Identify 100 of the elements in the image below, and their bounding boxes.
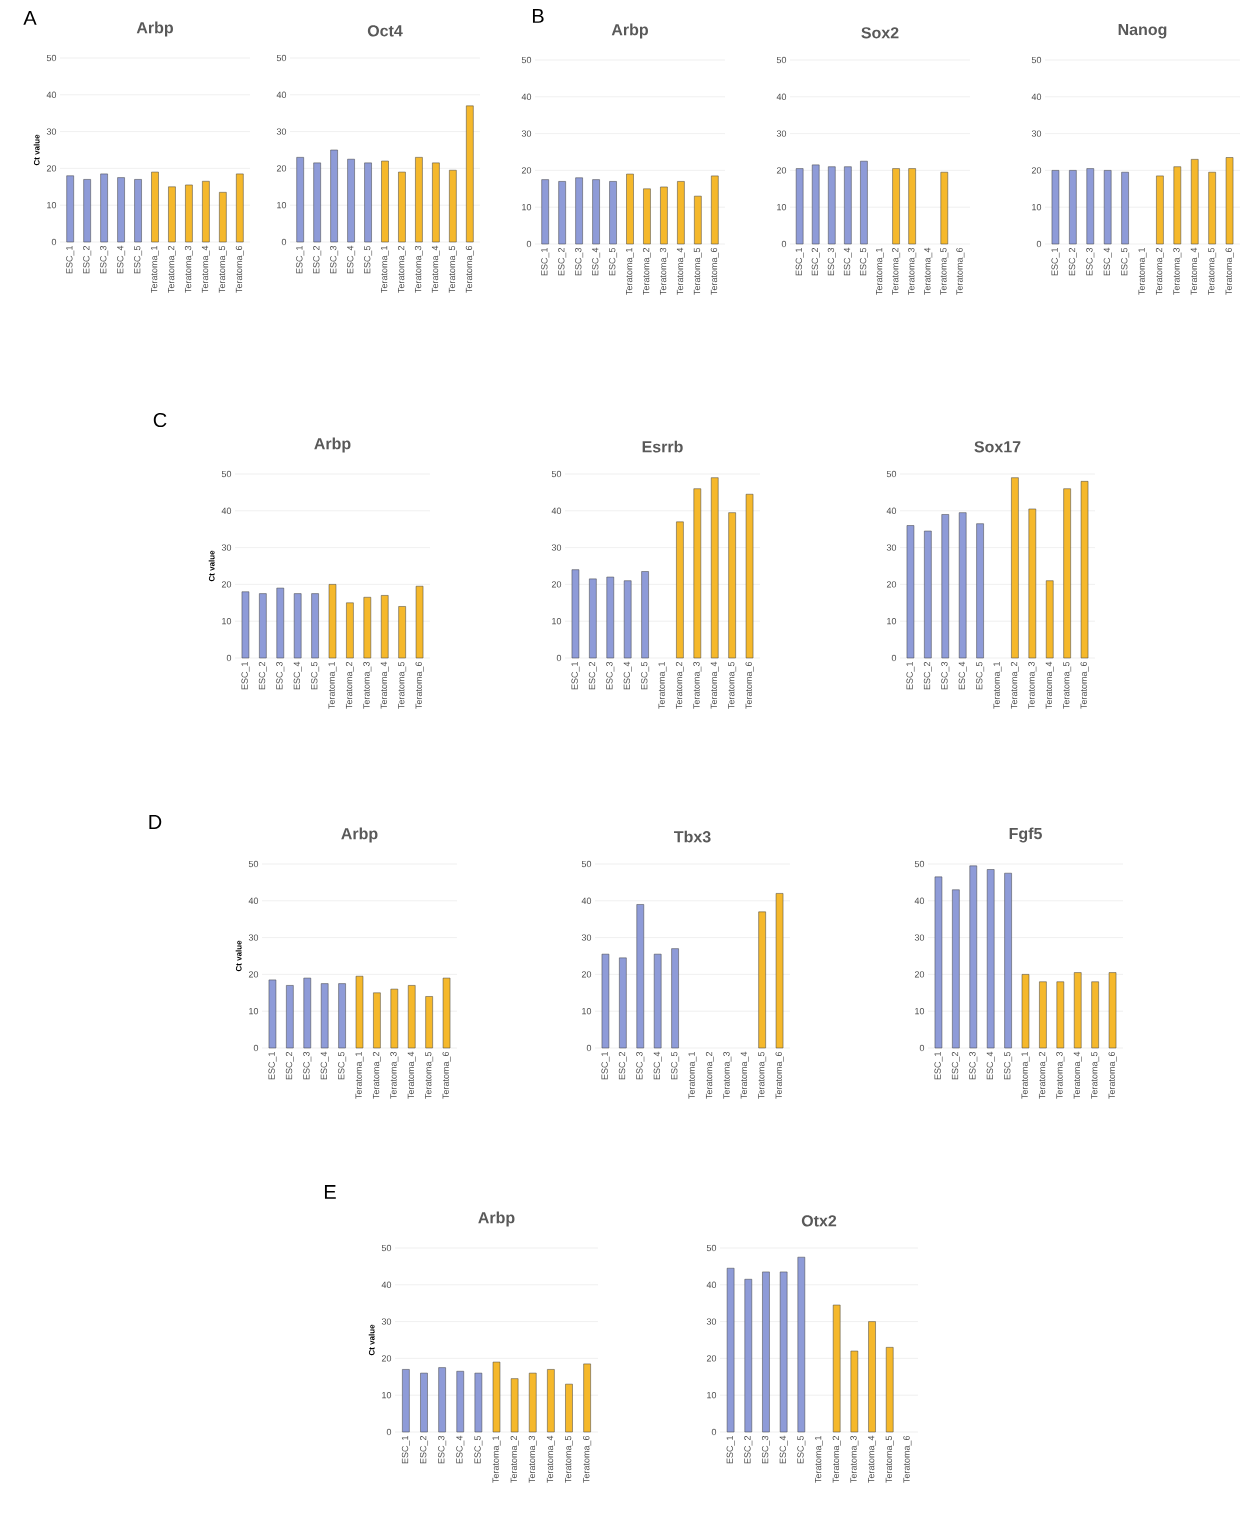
x-tick-label: ESC_5	[976, 661, 985, 690]
x-tick-label: ESC_1	[296, 245, 305, 274]
bar	[636, 904, 645, 1049]
x-tick-label: ESC_2	[923, 661, 932, 690]
y-tick-label: 20	[221, 581, 232, 588]
y-tick-label: 0	[556, 654, 562, 662]
y-tick-label: 50	[221, 470, 232, 478]
x-tick-label: ESC_1	[1051, 247, 1060, 276]
y-tick-label: 50	[776, 56, 787, 64]
x-tick-label: ESC_5	[474, 1435, 483, 1464]
x-tick-label: ESC_5	[608, 247, 618, 276]
chart-title: Arbp	[478, 1211, 515, 1227]
bar	[850, 1350, 859, 1433]
bar	[762, 1271, 770, 1433]
x-tick-label: Teratoma_3	[1173, 247, 1182, 295]
y-tick-label: 10	[915, 1008, 925, 1015]
bar	[185, 184, 193, 243]
bar	[728, 512, 736, 659]
x-tick-label: ESC_5	[859, 247, 868, 276]
x-tick-label: Teratoma_1	[815, 1435, 823, 1483]
x-tick-label: ESC_2	[419, 1435, 429, 1464]
x-tick-label: ESC_3	[1086, 247, 1095, 276]
bar	[134, 179, 142, 243]
bar	[1073, 972, 1082, 1049]
y-tick-label: 10	[1032, 204, 1042, 211]
y-tick-label: 10	[582, 1008, 592, 1015]
bar	[726, 1267, 735, 1433]
x-tick-label: Teratoma_6	[1108, 1051, 1117, 1099]
bar	[311, 593, 319, 659]
bar	[1208, 171, 1216, 245]
bar	[117, 177, 125, 243]
x-tick-label: ESC_3	[636, 1051, 645, 1080]
bar	[547, 1369, 555, 1433]
bar	[100, 173, 108, 243]
bar	[529, 1372, 537, 1433]
text: B	[532, 9, 544, 23]
bar	[558, 181, 566, 245]
bar	[1086, 168, 1095, 245]
chart-title: Oct4	[367, 25, 403, 37]
bar	[346, 602, 354, 659]
x-tick-label: Teratoma_2	[675, 661, 684, 709]
x-tick-label: ESC_1	[726, 1435, 735, 1464]
x-tick-label: ESC_1	[571, 661, 580, 690]
x-tick-label: ESC_2	[1068, 247, 1077, 276]
x-tick-label: ESC_2	[83, 245, 92, 274]
x-tick-label: ESC_1	[241, 661, 250, 690]
chart-title: Sox2	[861, 27, 899, 39]
x-tick-label: Teratoma_2	[1010, 661, 1019, 709]
bar	[958, 512, 967, 659]
x-tick-label: ESC_2	[588, 661, 597, 690]
x-tick-label: ESC_3	[761, 1435, 770, 1464]
bar	[241, 591, 250, 659]
x-tick-label: Teratoma_3	[528, 1435, 537, 1483]
y-tick-label: 10	[552, 618, 562, 625]
chart-title: Arbp	[611, 23, 648, 39]
bar	[775, 893, 784, 1049]
text: D	[149, 815, 162, 829]
bar	[711, 175, 719, 245]
bar	[466, 105, 474, 243]
bar	[795, 168, 804, 245]
x-tick-label: ESC_5	[363, 245, 373, 274]
x-tick-label: Teratoma_5	[728, 661, 737, 709]
y-tick-label: 20	[551, 581, 562, 588]
bar	[415, 585, 424, 659]
bar	[952, 889, 960, 1049]
x-tick-label: ESC_1	[601, 1051, 610, 1080]
x-tick-label: ESC_2	[285, 1051, 294, 1080]
y-tick-label: 50	[551, 470, 562, 478]
text: A	[23, 11, 37, 25]
bar	[592, 179, 600, 245]
x-tick-label: Teratoma_5	[218, 245, 227, 293]
y-tick-label: 20	[521, 167, 532, 174]
text: C	[153, 412, 167, 428]
bar	[1173, 166, 1182, 245]
x-tick-label: ESC_3	[100, 245, 109, 274]
bar	[1091, 981, 1099, 1049]
chart-title: Otx2	[801, 1215, 837, 1227]
bar	[1028, 508, 1037, 659]
y-axis-title: Ct value	[368, 1324, 375, 1356]
bar	[601, 953, 610, 1049]
y-tick-label: 0	[386, 1428, 392, 1436]
chart-title: Arbp	[341, 827, 378, 843]
bar	[1056, 981, 1065, 1049]
bar	[328, 584, 337, 659]
bar	[653, 953, 662, 1049]
x-tick-label: Teratoma_6	[465, 245, 474, 293]
bar	[676, 521, 684, 659]
chart-title: Tbx3	[674, 830, 711, 843]
x-tick-label: Teratoma_1	[328, 661, 337, 709]
y-tick-label: 0	[1036, 240, 1042, 248]
x-tick-label: ESC_2	[313, 245, 322, 274]
x-tick-label: Teratoma_1	[658, 661, 667, 709]
y-tick-label: 0	[891, 654, 897, 662]
bar	[1080, 481, 1089, 659]
chart-title: Esrrb	[642, 440, 683, 453]
y-tick-label: 30	[551, 544, 562, 551]
x-tick-label: ESC_1	[934, 1051, 943, 1080]
x-tick-label: Teratoma_1	[1021, 1051, 1030, 1099]
x-tick-label: Teratoma_2	[892, 247, 901, 295]
bar	[1190, 159, 1199, 245]
